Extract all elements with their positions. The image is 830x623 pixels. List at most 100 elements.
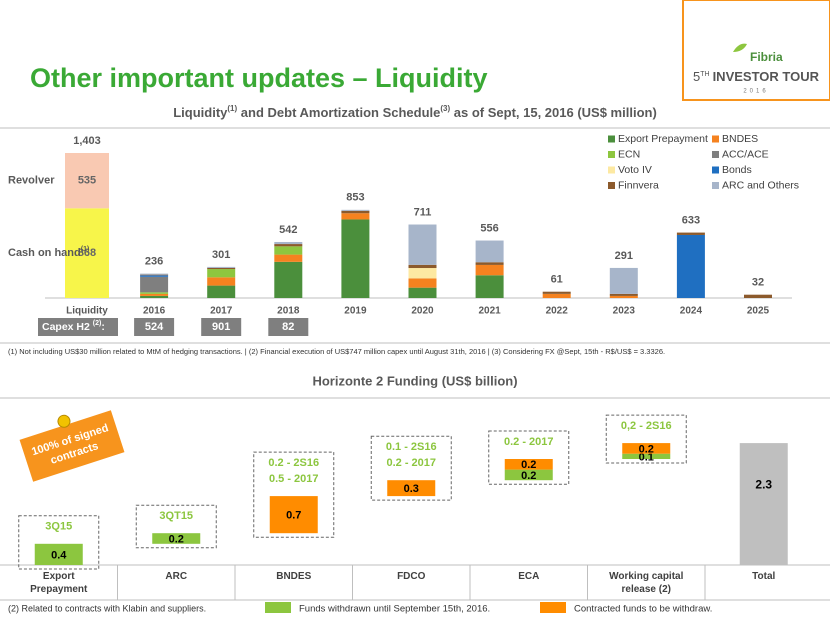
total-label: 853	[346, 192, 364, 204]
x-tick-label: ARC	[165, 571, 187, 582]
bar-segment	[609, 267, 638, 294]
data-label: 0.7	[286, 510, 301, 522]
footnote: (2) Related to contracts with Klabin and…	[8, 603, 206, 613]
total-label: 633	[682, 214, 700, 226]
total-label: 1,403	[73, 135, 101, 147]
x-tick-label: BNDES	[276, 571, 311, 582]
bar-segment	[140, 292, 169, 294]
chart-title: Liquidity(1) and Debt Amortization Sched…	[173, 104, 657, 120]
legend-label: ACC/ACE	[722, 148, 769, 160]
x-tick-label: 2021	[478, 306, 501, 317]
row-label-note: (1)	[81, 246, 90, 253]
note-box	[370, 435, 452, 501]
note-box	[135, 504, 217, 549]
bar-segment	[34, 543, 83, 565]
bar-segment	[140, 293, 169, 296]
capex-label: Capex H2 (2):	[42, 320, 105, 333]
x-tick-label: 2023	[613, 306, 636, 317]
total-label: 61	[551, 274, 563, 286]
data-label: 0.4	[51, 549, 67, 561]
legend-swatch	[540, 602, 566, 613]
legend-swatch	[608, 135, 615, 143]
sticky-pin	[57, 414, 71, 428]
bar-segment	[140, 275, 169, 277]
bar-segment	[152, 533, 201, 544]
bar-segment	[408, 278, 437, 288]
bar-segment	[341, 213, 370, 220]
bar-segment	[65, 153, 109, 209]
x-tick-label: Total	[752, 571, 775, 582]
legend-swatch	[265, 602, 291, 613]
legend-label: Voto IV	[618, 164, 652, 176]
note-text: 0.1 - 2S16	[386, 441, 437, 453]
bar-segment	[676, 234, 705, 298]
chart-title: Horizonte 2 Funding (US$ billion)	[312, 373, 517, 388]
bar-segment	[676, 232, 705, 235]
x-tick-label: 2020	[411, 306, 434, 317]
bar-segment	[408, 287, 437, 298]
bar-segment	[65, 208, 109, 298]
bar-segment	[207, 267, 236, 270]
logo-box	[682, 0, 830, 101]
bar-segment	[207, 285, 236, 298]
bar-segment	[387, 480, 436, 497]
bar-segment	[609, 293, 638, 296]
bar-segment	[274, 241, 303, 245]
note-text: 0.5 - 2017	[269, 473, 319, 485]
total-label: 236	[145, 256, 163, 268]
note-box	[253, 451, 335, 538]
legend-swatch	[712, 135, 719, 143]
bar-segment	[408, 224, 437, 265]
data-label: 0.2	[169, 533, 184, 545]
bar-segment	[269, 496, 318, 534]
bar-segment	[274, 244, 303, 247]
sticky-paper	[19, 410, 125, 482]
legend-swatch	[608, 151, 615, 158]
bar-segment	[341, 209, 370, 211]
total-label: 542	[279, 224, 297, 236]
bar-segment	[140, 295, 169, 298]
total-label: 711	[414, 206, 432, 218]
bar-segment	[341, 210, 370, 214]
row-label: Cash on hand(1)	[8, 246, 89, 259]
x-tick-text: FDCO	[397, 571, 426, 582]
bar-segment	[475, 264, 504, 276]
capex-label-suffix: :	[101, 321, 105, 333]
x-tick-text: ECA	[518, 571, 539, 582]
bar-segment	[609, 295, 638, 298]
bar-segment	[542, 293, 571, 298]
total-label: 32	[752, 277, 764, 289]
data-label: 868	[78, 247, 96, 259]
legend-label: ARC and Others	[722, 179, 799, 191]
bar-segment	[408, 264, 437, 269]
total-bar	[739, 443, 788, 565]
bar-segment	[207, 277, 236, 286]
data-label: 2.3	[755, 477, 772, 491]
capex-box	[134, 318, 175, 336]
bar-segment	[475, 275, 504, 298]
bar-segment	[408, 268, 437, 279]
bar-segment	[341, 219, 370, 298]
bar-segment	[504, 469, 553, 481]
legend-swatch	[712, 151, 719, 158]
note-text: 0,2 - 2S16	[621, 420, 672, 432]
data-label: 535	[78, 175, 96, 187]
capex-label-box	[38, 318, 118, 336]
x-tick-label: FDCO	[397, 571, 426, 582]
data-label: 0.2	[521, 470, 536, 482]
capex-box	[268, 318, 309, 336]
logo-text: Fibria	[750, 50, 783, 64]
x-tick-label: ECA	[518, 571, 539, 582]
bar-segment	[274, 246, 303, 255]
bar-segment	[475, 262, 504, 265]
x-tick-label: Working capital release (2)	[609, 571, 683, 595]
x-tick-label: 2025	[747, 306, 770, 317]
note-text: 0.2 - 2017	[386, 457, 436, 469]
data-label: 0.2	[521, 459, 536, 471]
legend-label: BNDES	[722, 133, 758, 145]
note-box	[605, 414, 687, 464]
legend-label: Funds withdrawn until September 15th, 20…	[299, 604, 490, 615]
